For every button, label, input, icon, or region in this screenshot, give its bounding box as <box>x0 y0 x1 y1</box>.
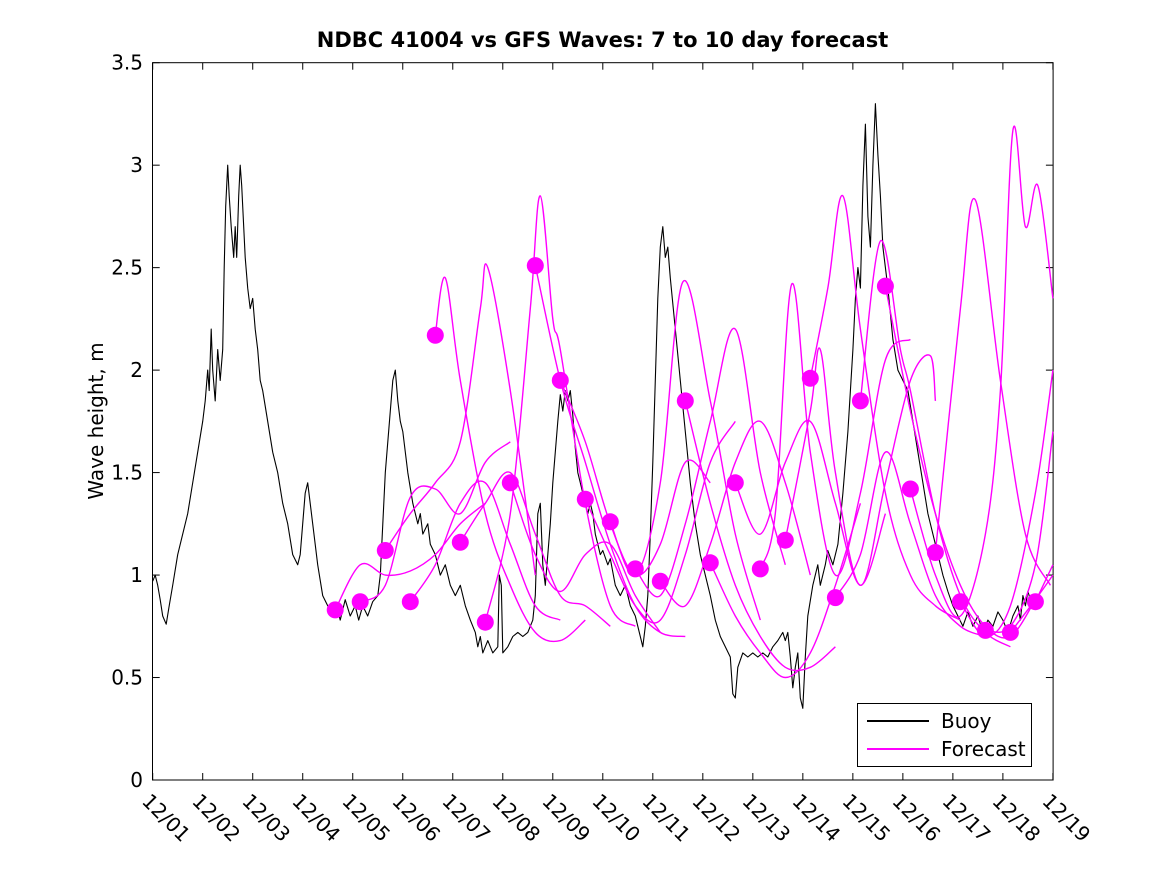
x-tick-label: 12/15 <box>838 789 896 847</box>
forecast-run-line <box>409 480 561 621</box>
buoy-line-swatch <box>867 720 929 722</box>
y-tick-label: 0 <box>130 768 143 792</box>
x-tick-label: 12/03 <box>237 789 295 847</box>
forecast-start-marker <box>426 326 444 344</box>
forecast-start-marker <box>376 542 394 559</box>
x-tick-label: 12/18 <box>988 789 1046 847</box>
forecast-run-line <box>484 195 636 627</box>
y-tick-label: 2 <box>130 358 143 382</box>
forecast-run-line <box>634 327 786 598</box>
forecast-run-line <box>659 420 811 608</box>
x-tick-label: 12/16 <box>888 789 946 847</box>
forecast-run-line <box>434 276 586 643</box>
x-tick-label: 12/04 <box>287 789 345 847</box>
forecast-start-marker <box>326 601 344 619</box>
forecast-start-marker <box>776 531 794 549</box>
forecast-run-line <box>359 441 511 603</box>
forecast-start-marker <box>551 371 569 389</box>
y-tick-label: 1.5 <box>111 461 143 485</box>
forecast-run-line <box>459 471 611 627</box>
x-tick-label: 12/10 <box>588 789 646 847</box>
y-tick-label: 0.5 <box>111 666 143 690</box>
forecast-start-marker <box>826 589 844 607</box>
buoy-series-line <box>152 103 1031 709</box>
forecast-start-marker <box>801 369 819 387</box>
forecast-run-line <box>784 347 937 587</box>
forecast-start-marker <box>576 490 594 508</box>
y-tick-label: 1 <box>130 563 143 587</box>
x-tick-label: 12/12 <box>688 789 746 847</box>
x-tick-label: 12/11 <box>638 789 696 847</box>
forecast-start-marker <box>726 474 744 492</box>
forecast-run-line <box>709 503 862 679</box>
forecast-start-marker <box>901 480 919 498</box>
forecast-run-line <box>909 125 1054 618</box>
forecast-run-line <box>934 197 1052 586</box>
forecast-start-marker <box>676 392 694 410</box>
forecast-run-line <box>809 195 961 621</box>
legend-entry-buoy: Buoy <box>858 710 1031 732</box>
x-tick-label: 12/02 <box>187 789 245 847</box>
x-tick-label: 12/07 <box>437 789 495 847</box>
forecast-start-marker <box>401 593 419 611</box>
forecast-start-marker <box>1026 593 1044 611</box>
forecast-run-line <box>384 263 536 576</box>
x-tick-label: 12/14 <box>788 789 846 847</box>
y-tick-label: 3 <box>130 153 143 177</box>
forecast-start-marker <box>501 474 519 492</box>
forecast-run-line <box>859 240 1011 648</box>
legend-label-buoy: Buoy <box>941 709 992 733</box>
forecast-line-swatch <box>867 748 929 750</box>
forecast-start-marker <box>701 554 719 572</box>
forecast-start-marker <box>851 392 869 410</box>
x-tick-label: 12/09 <box>537 789 595 847</box>
forecast-start-marker <box>751 560 769 578</box>
y-tick-label: 3.5 <box>111 51 143 75</box>
x-tick-label: 12/01 <box>137 789 195 847</box>
forecast-start-marker <box>876 277 894 295</box>
forecast-run-line <box>509 482 661 633</box>
x-tick-label: 12/06 <box>387 789 445 847</box>
forecast-run-line <box>985 431 1054 633</box>
forecast-start-marker <box>451 533 469 551</box>
forecast-start-marker <box>476 613 494 631</box>
forecast-run-line <box>834 451 986 638</box>
axes-box <box>152 62 1054 781</box>
x-tick-label: 12/17 <box>938 789 996 847</box>
forecast-run-line <box>759 283 911 577</box>
x-tick-label: 12/08 <box>487 789 545 847</box>
forecast-run-line <box>734 419 887 587</box>
y-tick-label: 2.5 <box>111 256 143 280</box>
x-tick-label: 12/19 <box>1038 789 1096 847</box>
forecast-start-marker <box>926 544 944 561</box>
x-tick-label: 12/13 <box>738 789 796 847</box>
forecast-run-line <box>684 400 836 672</box>
forecast-start-marker <box>601 513 619 531</box>
forecast-start-marker <box>526 257 544 275</box>
x-tick-label: 12/05 <box>337 789 395 847</box>
forecast-start-marker <box>1001 623 1019 641</box>
y-axis-label: Wave height, m <box>84 342 108 500</box>
legend: Buoy Forecast <box>857 703 1032 767</box>
legend-label-forecast: Forecast <box>941 737 1026 761</box>
legend-entry-forecast: Forecast <box>858 738 1031 760</box>
forecast-start-marker <box>351 593 369 611</box>
forecast-start-marker <box>951 593 969 611</box>
forecast-start-marker <box>976 621 994 639</box>
forecast-run-line <box>584 421 736 624</box>
forecast-start-marker <box>651 572 669 590</box>
series-group <box>152 103 1054 709</box>
forecast-start-marker <box>626 560 644 578</box>
forecast-run-line <box>334 502 486 611</box>
chart-title: NDBC 41004 vs GFS Waves: 7 to 10 day for… <box>316 28 889 52</box>
